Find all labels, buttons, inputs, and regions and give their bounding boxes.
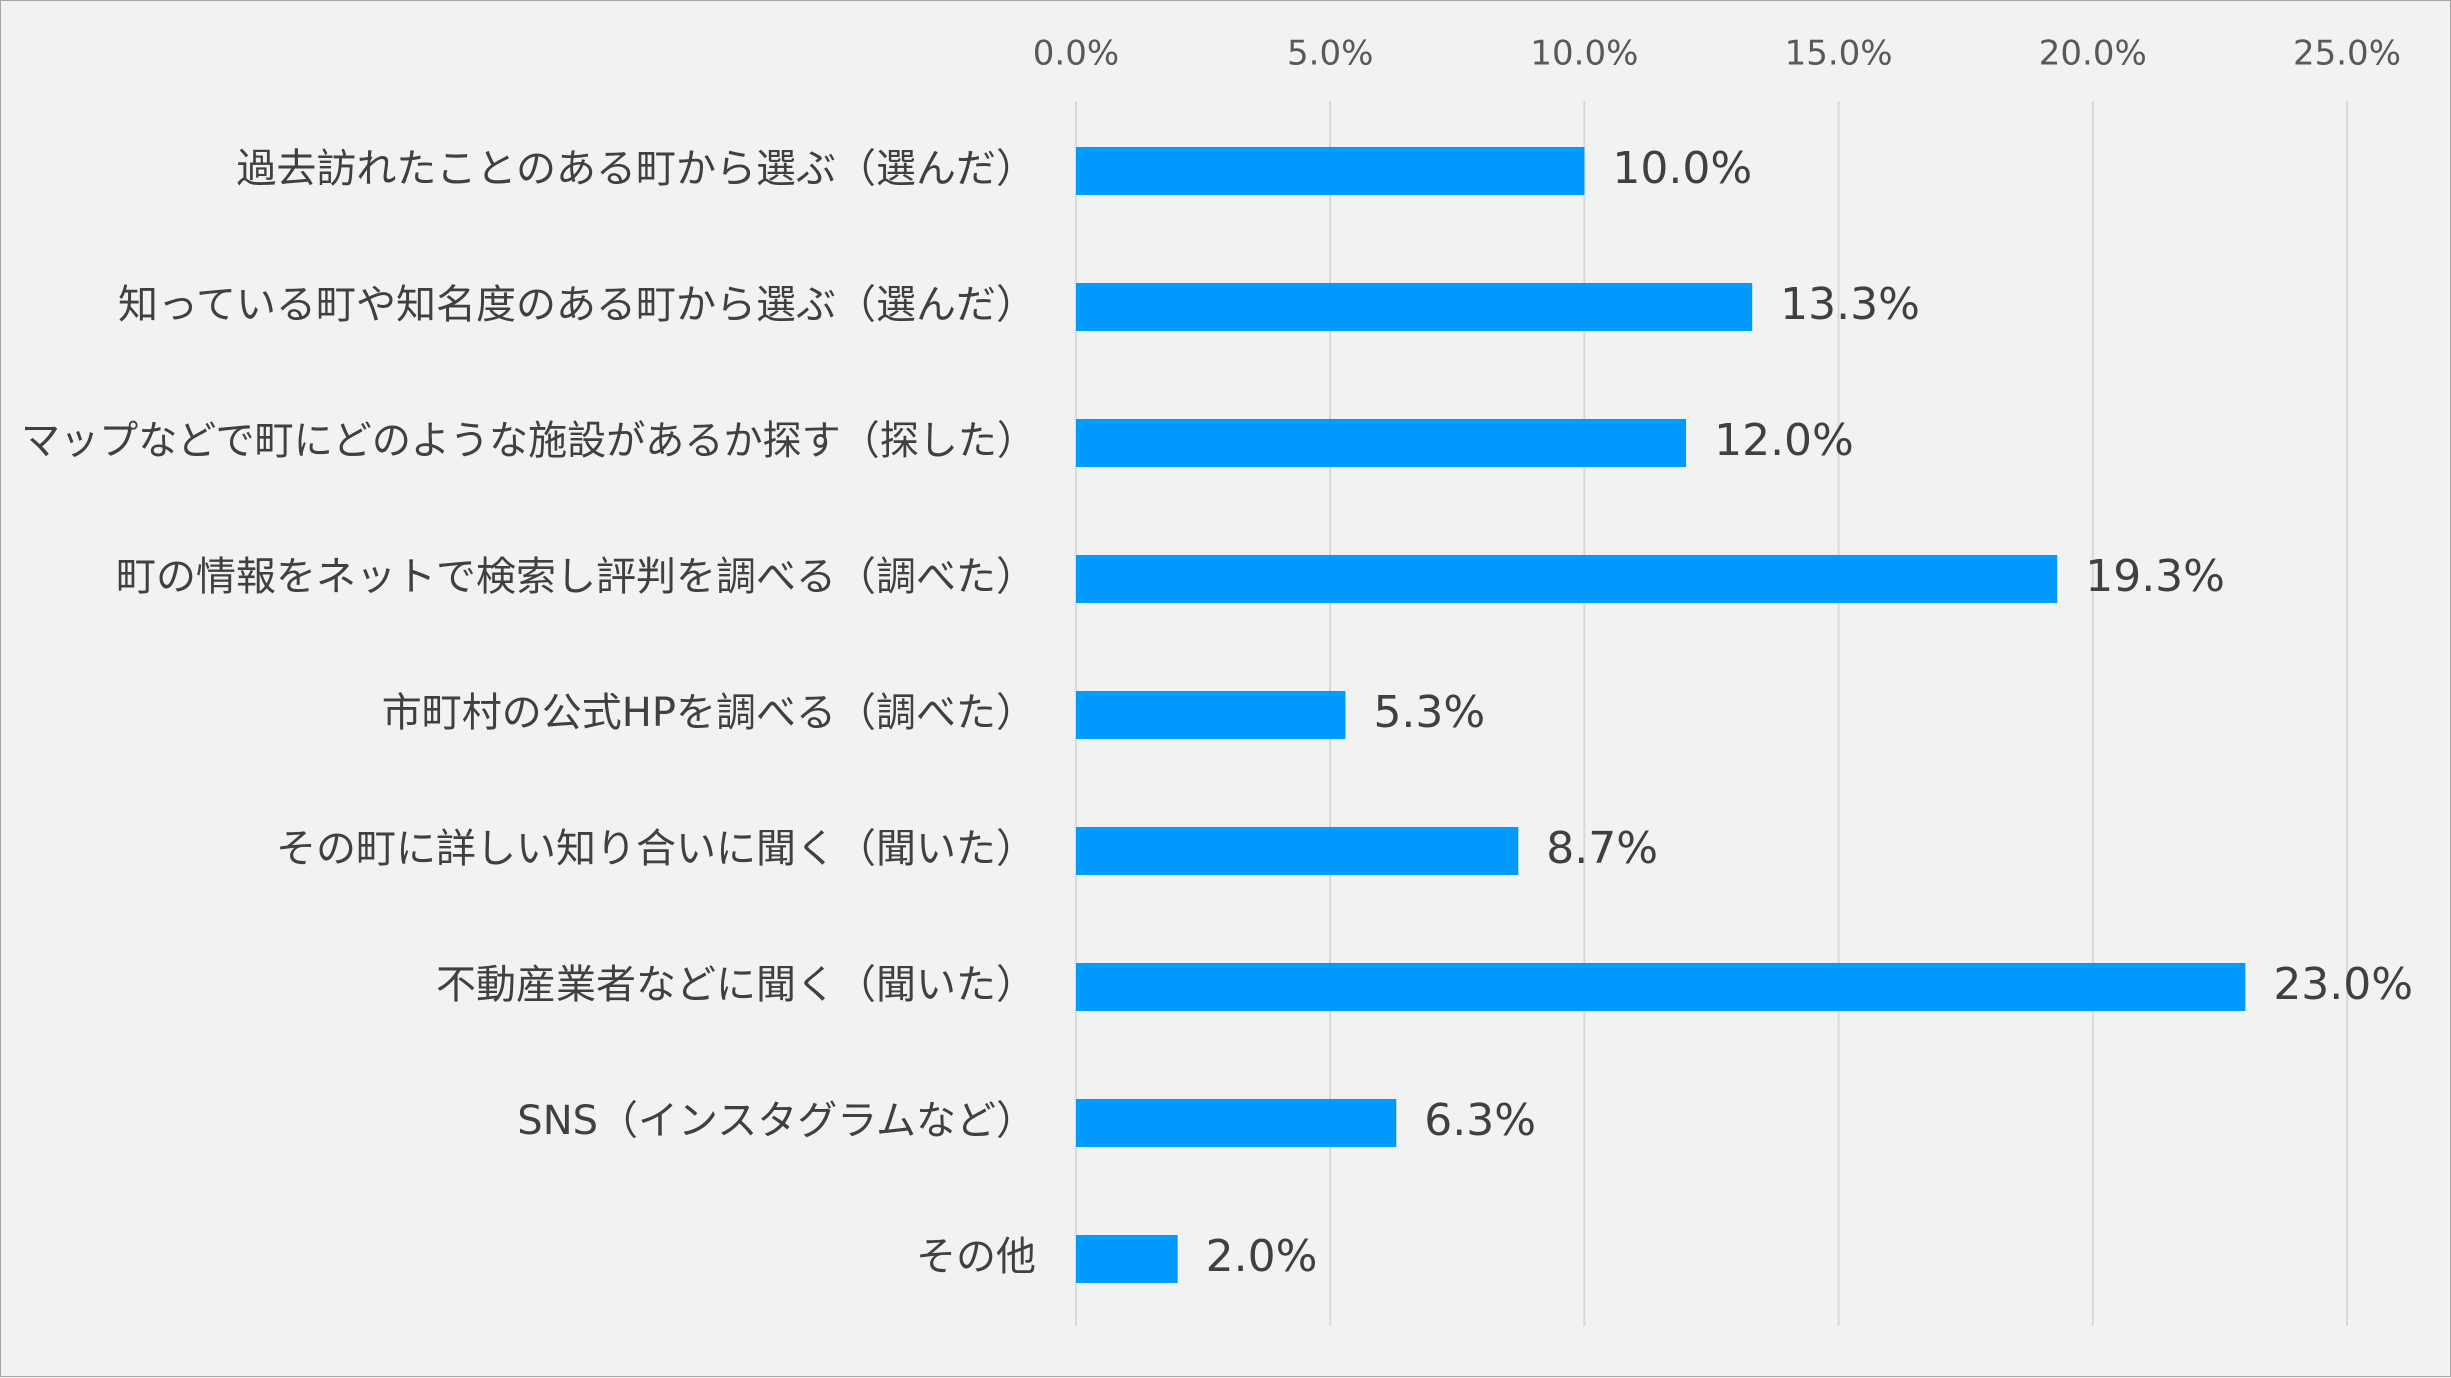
bar bbox=[1076, 283, 1753, 331]
data-labels: 10.0% 13.3% 12.0% 19.3% 5.3% 8.7% 23.0% 6.3% 2.0… bbox=[1206, 143, 2413, 1282]
bar bbox=[1076, 1099, 1397, 1147]
category-label: 不動産業者などに聞く（聞いた） bbox=[436, 962, 1036, 1008]
x-axis-ticks: 0.0% 5.0% 10.0% 15.0% 20.0% 25.0% bbox=[1033, 34, 2401, 74]
category-label: その他 bbox=[916, 1234, 1036, 1280]
data-label: 13.3% bbox=[1780, 279, 1920, 330]
data-label: 19.3% bbox=[2085, 551, 2225, 602]
bar bbox=[1076, 555, 2058, 603]
data-label: 8.7% bbox=[1546, 823, 1658, 874]
x-tick-label: 20.0% bbox=[2039, 34, 2147, 74]
category-label: その町に詳しい知り合いに聞く（聞いた） bbox=[276, 826, 1036, 872]
category-label: 市町村の公式HPを調べる（調べた） bbox=[382, 690, 1036, 736]
bars bbox=[1076, 147, 2246, 1283]
data-label: 6.3% bbox=[1424, 1095, 1536, 1146]
category-label: 知っている町や知名度のある町から選ぶ（選んだ） bbox=[118, 282, 1036, 328]
x-tick-label: 10.0% bbox=[1530, 34, 1638, 74]
x-tick-label: 15.0% bbox=[1785, 34, 1893, 74]
data-label: 5.3% bbox=[1373, 687, 1485, 738]
data-label: 2.0% bbox=[1206, 1231, 1318, 1282]
category-labels: 過去訪れたことのある町から選ぶ（選んだ） 知っている町や知名度のある町から選ぶ（選… bbox=[21, 146, 1036, 1280]
bar bbox=[1076, 963, 2246, 1011]
bar bbox=[1076, 827, 1519, 875]
category-label: マップなどで町にどのような施設があるか探す（探した） bbox=[21, 418, 1036, 464]
category-label: SNS（インスタグラムなど） bbox=[517, 1098, 1036, 1144]
bar bbox=[1076, 1235, 1178, 1283]
data-label: 23.0% bbox=[2273, 959, 2413, 1010]
x-tick-label: 5.0% bbox=[1287, 34, 1373, 74]
x-tick-label: 0.0% bbox=[1033, 34, 1119, 74]
bar bbox=[1076, 419, 1687, 467]
bar bbox=[1076, 147, 1585, 195]
data-label: 10.0% bbox=[1612, 143, 1752, 194]
bar bbox=[1076, 691, 1346, 739]
category-label: 過去訪れたことのある町から選ぶ（選んだ） bbox=[236, 146, 1036, 192]
x-tick-label: 25.0% bbox=[2293, 34, 2401, 74]
data-label: 12.0% bbox=[1714, 415, 1854, 466]
category-label: 町の情報をネットで検索し評判を調べる（調べた） bbox=[116, 554, 1036, 600]
